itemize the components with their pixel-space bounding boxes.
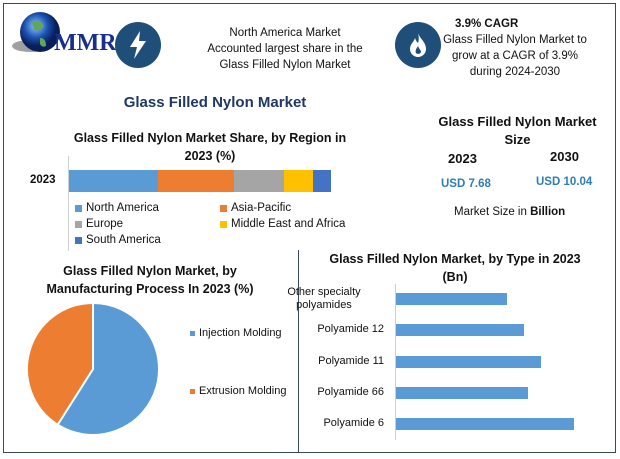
highlight-line: Accounted largest share in the xyxy=(207,43,363,55)
highlight-north-america: North America Market Accounted largest s… xyxy=(195,25,375,73)
type-label: Polyamide 66 xyxy=(317,386,384,398)
lightning-icon xyxy=(115,22,161,68)
highlight-cagr: 3.9% CAGR Glass Filled Nylon Market to g… xyxy=(440,16,590,80)
type-label: Other specialty polyamides xyxy=(287,286,361,311)
region-segment-north-america xyxy=(69,170,159,192)
type-bar xyxy=(396,356,541,368)
type-bar xyxy=(396,293,507,305)
legend-item: Injection Molding xyxy=(190,327,282,339)
highlight-line: grow at a CAGR of 3.9% xyxy=(452,50,578,62)
type-label: Polyamide 12 xyxy=(317,323,384,335)
process-pie-chart xyxy=(26,301,160,436)
region-year-label: 2023 xyxy=(30,174,56,186)
legend-item: South America xyxy=(75,234,161,246)
logo-text: MMR xyxy=(54,30,117,56)
type-label: Polyamide 11 xyxy=(318,355,384,367)
region-legend: North America Asia-Pacific Europe Middle Ea… xyxy=(75,202,375,252)
legend-label: Injection Molding xyxy=(199,327,282,339)
mmr-logo: MMR xyxy=(10,8,125,62)
type-axis xyxy=(395,284,396,440)
type-bar xyxy=(396,418,574,430)
type-bar xyxy=(396,387,528,399)
market-size-value-2030: USD 10.04 xyxy=(536,176,593,188)
highlight-line: North America Market xyxy=(229,27,341,39)
type-chart-title: Glass Filled Nylon Market, by Type in 20… xyxy=(329,252,581,284)
type-label: Polyamide 6 xyxy=(323,417,384,429)
note-unit: Billion xyxy=(530,206,566,218)
legend-swatch xyxy=(220,204,227,212)
market-size-value-2023: USD 7.68 xyxy=(441,178,491,190)
process-chart-title: Glass Filled Nylon Market, by Manufactur… xyxy=(46,264,254,296)
legend-label: Extrusion Molding xyxy=(199,385,287,397)
region-segment-europe xyxy=(234,170,284,192)
market-size-year-2023: 2023 xyxy=(448,151,477,166)
region-chart-title: Glass Filled Nylon Market Share, by Regi… xyxy=(73,131,347,163)
globe-icon xyxy=(12,12,60,52)
legend-swatch xyxy=(190,330,195,336)
legend-label: Asia-Pacific xyxy=(231,202,292,214)
process-legend: Injection Molding Extrusion Molding xyxy=(190,327,300,407)
section-divider xyxy=(298,250,299,453)
highlight-line: Glass Filled Nylon Market xyxy=(219,59,351,71)
region-segment-middle-east-and-africa xyxy=(283,170,313,192)
cagr-heading: 3.9% CAGR xyxy=(455,18,519,30)
legend-label: Middle East and Africa xyxy=(231,218,346,230)
legend-swatch xyxy=(75,204,82,212)
market-size-title: Glass Filled Nylon Market Size xyxy=(438,114,597,147)
legend-item: Europe xyxy=(75,218,123,230)
region-axis xyxy=(68,156,69,251)
flame-icon xyxy=(395,22,441,68)
region-segment-asia-pacific xyxy=(158,170,235,192)
legend-label: North America xyxy=(86,202,159,214)
legend-item: North America xyxy=(75,202,159,214)
legend-swatch xyxy=(190,388,195,394)
type-bar xyxy=(396,324,524,336)
market-size-note: Market Size in Billion xyxy=(454,206,565,218)
pie-slice-injection-molding xyxy=(56,301,160,436)
legend-swatch xyxy=(75,236,82,244)
infographic-frame xyxy=(3,3,616,453)
legend-swatch xyxy=(75,220,82,228)
note-prefix: Market Size in xyxy=(454,206,531,218)
region-segment-south-america xyxy=(312,170,331,192)
legend-item: Middle East and Africa xyxy=(220,218,345,230)
legend-item: Asia-Pacific xyxy=(220,202,291,214)
highlight-line: during 2024-2030 xyxy=(469,66,561,78)
legend-label: Europe xyxy=(86,218,124,230)
main-title: Glass Filled Nylon Market xyxy=(123,94,307,111)
highlight-line: Glass Filled Nylon Market to xyxy=(443,34,587,46)
region-stacked-bar xyxy=(69,170,331,192)
legend-item: Extrusion Molding xyxy=(190,385,286,397)
legend-swatch xyxy=(220,220,227,228)
pie-slice-extrusion-molding xyxy=(26,301,94,427)
market-size-year-2030: 2030 xyxy=(550,149,579,164)
legend-label: South America xyxy=(86,234,161,246)
